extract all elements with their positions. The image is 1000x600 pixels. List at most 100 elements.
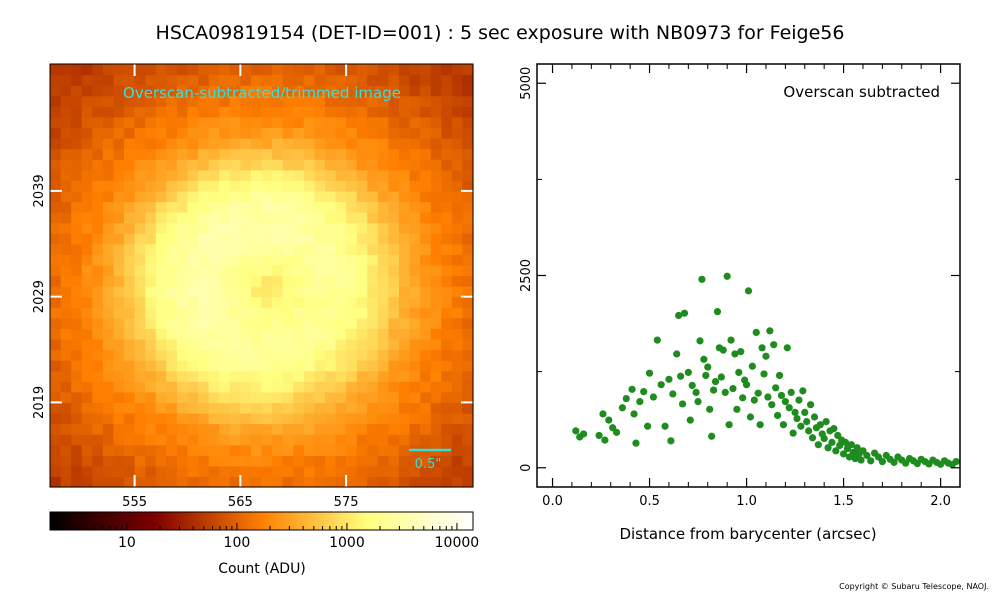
image-pixel	[198, 127, 210, 139]
scatter-point	[847, 441, 855, 449]
image-pixel	[219, 402, 231, 414]
image-pixel	[155, 64, 167, 76]
image-pixel	[346, 317, 358, 329]
image-pixel	[92, 286, 104, 298]
image-pixel	[377, 275, 389, 287]
image-pixel	[335, 159, 347, 171]
image-pixel	[430, 201, 442, 213]
image-pixel	[240, 275, 252, 287]
image-pixel	[124, 159, 136, 171]
image-pixel	[187, 148, 199, 160]
image-pixel	[229, 296, 241, 308]
image-pixel	[250, 116, 263, 129]
scatter-y-tick-label: 5000	[519, 67, 534, 100]
scatter-point	[787, 388, 795, 396]
image-pixel	[219, 116, 231, 129]
image-pixel	[198, 349, 210, 361]
copyright-notice: Copyright © Subaru Telescope, NAOJ.	[839, 582, 989, 591]
image-pixel	[240, 169, 252, 181]
image-pixel	[398, 180, 411, 192]
image-pixel	[81, 455, 93, 467]
image-pixel	[134, 307, 146, 319]
colorbar-tick-label: 10000	[435, 535, 480, 551]
image-pixel	[430, 85, 442, 97]
image-pixel	[346, 328, 358, 340]
image-pixel	[208, 148, 220, 160]
image-pixel	[81, 180, 93, 192]
scatter-point	[688, 381, 696, 390]
image-pixel	[134, 465, 146, 478]
image-pixel	[187, 201, 199, 213]
image-pixel	[198, 370, 210, 382]
scatter-point	[803, 418, 811, 426]
image-pixel	[124, 275, 136, 287]
image-pixel	[324, 159, 337, 171]
image-pixel	[198, 307, 210, 319]
image-pixel	[420, 434, 432, 446]
image-pixel	[60, 201, 72, 213]
image-pixel	[420, 106, 432, 118]
image-pixel	[388, 212, 400, 224]
image-pixel	[388, 148, 400, 160]
scatter-point	[878, 458, 886, 466]
image-pixel	[102, 222, 115, 234]
image-pixel	[208, 423, 220, 435]
scatter-point	[725, 421, 733, 429]
image-pixel	[377, 116, 389, 129]
image-pixel	[398, 434, 411, 446]
image-pixel	[229, 138, 241, 150]
scatter-point	[686, 416, 694, 424]
image-pixel	[208, 391, 220, 403]
scatter-point	[890, 458, 898, 466]
image-pixel	[335, 233, 347, 245]
image-pixel	[187, 434, 199, 446]
image-pixel	[208, 402, 220, 414]
image-pixel	[50, 434, 62, 446]
image-pixel	[462, 317, 474, 329]
image-pixel	[60, 360, 72, 372]
image-pixel	[303, 360, 315, 372]
image-pixel	[272, 95, 284, 107]
image-pixel	[377, 85, 389, 97]
image-pixel	[367, 180, 379, 192]
image-pixel	[166, 349, 178, 361]
image-pixel	[102, 349, 115, 361]
image-pixel	[388, 444, 400, 456]
image-pixel	[176, 95, 189, 107]
image-pixel	[102, 116, 115, 129]
image-pixel	[124, 85, 136, 97]
image-pixel	[409, 338, 421, 351]
image-pixel	[102, 138, 115, 150]
image-pixel	[398, 296, 411, 308]
image-pixel	[60, 180, 72, 192]
image-pixel	[187, 106, 199, 118]
image-pixel	[409, 243, 421, 255]
image-pixel	[314, 307, 326, 319]
image-pixel	[441, 106, 453, 118]
image-pixel	[314, 349, 326, 361]
scatter-annotation: Overscan subtracted	[783, 83, 940, 101]
image-pixel	[219, 169, 231, 181]
scatter-point	[692, 388, 700, 396]
image-pixel	[113, 296, 125, 308]
image-pixel	[409, 85, 421, 97]
image-pixel	[113, 169, 125, 181]
image-pixel	[208, 74, 220, 86]
image-pixel	[451, 296, 464, 308]
image-pixel	[409, 391, 421, 403]
image-pixel	[176, 243, 189, 255]
scatter-point	[704, 363, 712, 371]
image-pixel	[293, 381, 305, 393]
scatter-point	[698, 275, 706, 283]
image-pixel	[303, 148, 315, 160]
image-pixel	[293, 402, 305, 414]
image-pixel	[134, 159, 146, 171]
image-pixel	[324, 116, 337, 129]
image-pixel	[293, 180, 305, 192]
image-pixel	[398, 254, 411, 266]
scatter-point	[733, 405, 741, 413]
image-pixel	[303, 233, 315, 245]
image-pixel	[367, 74, 379, 86]
image-pixel	[409, 434, 421, 446]
